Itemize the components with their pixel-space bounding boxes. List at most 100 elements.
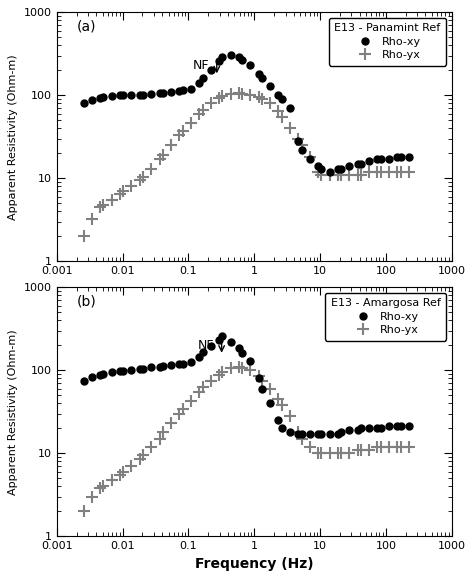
Rho-yx bbox=[148, 443, 154, 450]
Rho-yx bbox=[236, 364, 242, 371]
Legend: Rho-xy, Rho-yx: Rho-xy, Rho-yx bbox=[329, 18, 446, 65]
Rho-yx bbox=[128, 183, 134, 190]
Rho-xy bbox=[398, 153, 403, 160]
Rho-yx bbox=[386, 168, 392, 175]
Rho-xy bbox=[160, 89, 166, 96]
Rho-xy bbox=[137, 92, 143, 99]
Rho-yx bbox=[140, 452, 146, 459]
Rho-xy bbox=[188, 85, 194, 92]
Rho-xy bbox=[208, 343, 214, 350]
Rho-xy bbox=[319, 166, 324, 173]
Rho-xy bbox=[267, 82, 273, 89]
Rho-xy bbox=[176, 88, 182, 95]
Rho-yx bbox=[287, 125, 293, 132]
Rho-yx bbox=[338, 450, 344, 457]
X-axis label: Frequency (Hz): Frequency (Hz) bbox=[195, 556, 313, 571]
Rho-yx bbox=[120, 468, 126, 475]
Rho-xy bbox=[346, 427, 352, 434]
Rho-yx bbox=[315, 168, 321, 175]
Rho-xy bbox=[219, 53, 225, 60]
Rho-xy bbox=[148, 364, 154, 371]
Rho-yx bbox=[374, 168, 380, 175]
Rho-xy bbox=[228, 338, 233, 345]
Rho-xy bbox=[156, 363, 162, 370]
Rho-yx bbox=[256, 94, 262, 101]
Rho-yx bbox=[366, 168, 372, 175]
Rho-xy bbox=[394, 153, 400, 160]
Rho-xy bbox=[279, 425, 284, 432]
Rho-yx bbox=[247, 367, 253, 373]
Rho-yx bbox=[168, 142, 174, 149]
Rho-xy bbox=[366, 425, 372, 432]
Rho-xy bbox=[299, 431, 304, 438]
Rho-yx bbox=[358, 171, 364, 178]
Rho-xy bbox=[267, 400, 273, 406]
Y-axis label: Apparent Resistivity (Ohm-m): Apparent Resistivity (Ohm-m) bbox=[9, 54, 18, 219]
Rho-yx bbox=[386, 443, 392, 450]
Rho-yx bbox=[378, 168, 383, 175]
Rho-yx bbox=[89, 493, 95, 500]
Rho-xy bbox=[394, 423, 400, 430]
Rho-yx bbox=[228, 90, 233, 97]
Rho-xy bbox=[156, 90, 162, 97]
Y-axis label: Apparent Resistivity (Ohm-m): Apparent Resistivity (Ohm-m) bbox=[9, 329, 18, 494]
Text: NF: NF bbox=[193, 59, 210, 72]
Rho-xy bbox=[239, 350, 245, 357]
Rho-yx bbox=[327, 171, 332, 178]
Text: (b): (b) bbox=[76, 295, 96, 309]
Rho-yx bbox=[160, 428, 166, 435]
Rho-xy bbox=[188, 359, 194, 366]
Rho-xy bbox=[247, 62, 253, 69]
Rho-xy bbox=[180, 87, 185, 94]
Line: Rho-yx: Rho-yx bbox=[78, 362, 414, 517]
Rho-yx bbox=[117, 190, 123, 197]
Rho-yx bbox=[374, 443, 380, 450]
Rho-yx bbox=[259, 96, 265, 102]
Rho-yx bbox=[219, 93, 225, 100]
Rho-xy bbox=[307, 156, 313, 163]
Rho-yx bbox=[256, 373, 262, 380]
Rho-xy bbox=[89, 374, 95, 381]
Rho-yx bbox=[97, 485, 103, 492]
Rho-xy bbox=[89, 97, 95, 104]
Rho-xy bbox=[228, 51, 233, 58]
Rho-yx bbox=[338, 171, 344, 178]
Rho-xy bbox=[81, 377, 86, 384]
Rho-xy bbox=[216, 57, 222, 64]
Rho-xy bbox=[386, 156, 392, 163]
Rho-yx bbox=[279, 113, 284, 120]
Legend: Rho-xy, Rho-yx: Rho-xy, Rho-yx bbox=[325, 293, 446, 340]
Rho-yx bbox=[216, 371, 222, 378]
Rho-yx bbox=[156, 156, 162, 163]
Rho-xy bbox=[358, 425, 364, 432]
Rho-yx bbox=[398, 168, 403, 175]
Rho-yx bbox=[160, 152, 166, 159]
Rho-xy bbox=[100, 371, 106, 378]
Rho-yx bbox=[275, 395, 281, 402]
Rho-yx bbox=[287, 413, 293, 420]
Rho-xy bbox=[176, 361, 182, 368]
Rho-yx bbox=[319, 171, 324, 178]
Rho-yx bbox=[196, 389, 202, 395]
Rho-xy bbox=[196, 80, 202, 87]
Rho-xy bbox=[97, 371, 103, 378]
Rho-xy bbox=[335, 166, 341, 173]
Rho-xy bbox=[315, 163, 321, 170]
Rho-xy bbox=[287, 428, 293, 435]
Rho-yx bbox=[295, 135, 301, 142]
Rho-xy bbox=[358, 160, 364, 167]
Rho-yx bbox=[307, 153, 313, 160]
Rho-xy bbox=[319, 431, 324, 438]
Rho-xy bbox=[398, 423, 403, 430]
Rho-yx bbox=[394, 443, 400, 450]
Rho-yx bbox=[89, 216, 95, 223]
Rho-yx bbox=[267, 100, 273, 107]
Rho-xy bbox=[100, 94, 106, 101]
Rho-yx bbox=[299, 142, 304, 149]
Rho-yx bbox=[180, 128, 185, 135]
Rho-xy bbox=[256, 375, 262, 382]
Rho-yx bbox=[335, 450, 341, 457]
Rho-yx bbox=[267, 385, 273, 392]
Rho-xy bbox=[366, 158, 372, 165]
Rho-xy bbox=[216, 337, 222, 344]
